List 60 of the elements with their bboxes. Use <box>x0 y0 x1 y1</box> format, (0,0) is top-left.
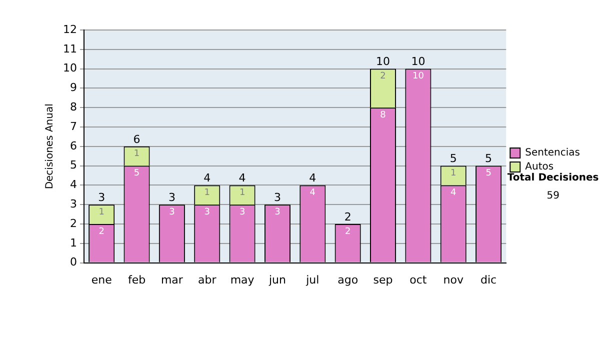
y-tick-label: 2 <box>70 216 77 230</box>
data-label: 3 <box>169 207 175 218</box>
data-label: 3 <box>204 207 210 218</box>
x-tick-label: jul <box>305 273 320 286</box>
data-label: 1 <box>98 207 104 218</box>
data-label: 1 <box>134 149 140 160</box>
total-label: 2 <box>344 210 352 224</box>
total-label: 5 <box>450 152 457 166</box>
data-label: 8 <box>380 110 386 120</box>
data-label: 3 <box>239 207 246 218</box>
data-label: 10 <box>412 72 424 82</box>
y-tick-label: 0 <box>70 256 77 269</box>
x-tick-label: dic <box>480 273 497 286</box>
x-tick-label: oct <box>410 273 428 286</box>
x-tick-label: abr <box>198 273 217 286</box>
data-label: 2 <box>98 226 104 237</box>
total-label: 10 <box>376 55 390 68</box>
data-label: 4 <box>450 188 456 198</box>
x-tick-label: jun <box>268 273 286 286</box>
data-label: 5 <box>486 168 492 179</box>
y-tick-label: 7 <box>70 120 77 133</box>
text: Total Decisiones <box>507 172 599 184</box>
data-label: 2 <box>380 72 386 82</box>
y-tick-label: 8 <box>70 100 77 114</box>
legend-label: Autos <box>525 162 554 173</box>
y-tick-label: 3 <box>70 197 77 210</box>
total-label: 4 <box>309 172 316 185</box>
x-tick-label: mar <box>160 273 184 286</box>
y-tick-label: 4 <box>70 178 77 192</box>
data-label: 1 <box>204 188 210 198</box>
x-tick-label: sep <box>373 273 393 286</box>
x-tick-label: nov <box>443 273 464 286</box>
total-label: 5 <box>485 152 492 166</box>
x-tick-label: ago <box>338 273 358 286</box>
x-tick-label: may <box>230 273 255 286</box>
data-label: 1 <box>239 188 246 198</box>
total-label: 10 <box>411 55 426 68</box>
data-label: 2 <box>344 226 351 237</box>
data-label: 5 <box>134 168 140 179</box>
data-label: 1 <box>450 168 456 179</box>
total-label: 3 <box>274 190 281 204</box>
total-label: 6 <box>133 132 140 146</box>
y-tick-label: 6 <box>70 139 77 152</box>
y-tick-label: 1 <box>70 236 77 250</box>
data-label: 3 <box>274 207 280 218</box>
y-axis-title: Decisiones Anual <box>44 104 56 190</box>
y-tick-label: 10 <box>62 62 77 75</box>
total-label: 4 <box>238 172 246 185</box>
x-tick-label: ene <box>91 273 112 286</box>
y-tick-label: 5 <box>70 158 77 172</box>
y-tick-label: 9 <box>70 81 77 94</box>
data-label: 4 <box>310 188 316 198</box>
x-tick-label: feb <box>128 273 146 286</box>
y-tick-label: 12 <box>62 22 77 36</box>
total-label: 4 <box>204 172 211 185</box>
legend-label: Sentencias <box>525 148 580 159</box>
total-label: 3 <box>98 190 106 204</box>
text: 59 <box>546 190 560 202</box>
y-tick-label: 11 <box>62 42 77 56</box>
total-label: 3 <box>168 190 176 204</box>
